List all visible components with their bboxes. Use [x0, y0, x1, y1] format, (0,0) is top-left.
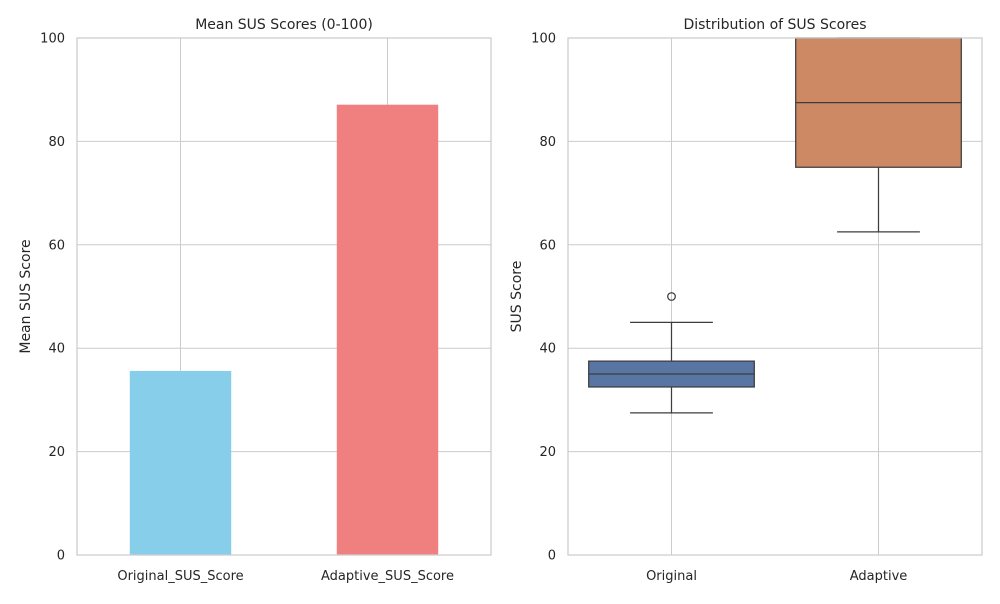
box-plot-boxes [588, 37, 962, 414]
bar-chart-y-ticks: 0 20 40 60 80 100 [40, 32, 65, 564]
bar-chart-x-ticks: Original_SUS_Score Adaptive_SUS_Score [117, 569, 454, 584]
y-tick-label: 60 [539, 238, 556, 253]
y-tick-label: 20 [539, 445, 556, 460]
y-tick-label: 40 [539, 342, 556, 357]
y-tick-label: 0 [57, 549, 65, 564]
box-plot-x-ticks: Original Adaptive [646, 569, 907, 584]
x-tick-label: Original [646, 569, 697, 584]
bar-chart-y-axis-label: Mean SUS Score [18, 239, 34, 353]
x-tick-label: Adaptive_SUS_Score [321, 569, 454, 584]
box-plot-y-ticks: 0 20 40 60 80 100 [531, 32, 556, 564]
y-tick-label: 40 [48, 342, 65, 357]
box-plot-y-axis-label: SUS Score [509, 261, 525, 333]
box-plot-panel: 0 20 40 60 80 100 Original Adaptive Distributi… [509, 17, 983, 584]
y-tick-label: 60 [48, 238, 65, 253]
y-tick-label: 100 [40, 32, 65, 47]
y-tick-label: 80 [48, 135, 65, 150]
y-tick-label: 80 [539, 135, 556, 150]
bar-adaptive_sus_score [336, 104, 439, 556]
box-plot-frame [567, 37, 983, 556]
x-tick-label: Original_SUS_Score [117, 569, 243, 584]
bar-chart-panel: 0 20 40 60 80 100 Original_SUS_Score Adaptive_… [18, 17, 492, 584]
bar-chart-bars [129, 104, 439, 556]
x-tick-label: Adaptive [850, 569, 908, 584]
y-tick-label: 0 [548, 549, 556, 564]
box-outlier-original [667, 292, 676, 301]
bar-original_sus_score [129, 370, 232, 555]
y-tick-label: 20 [48, 445, 65, 460]
bar-chart-title: Mean SUS Scores (0-100) [195, 17, 373, 33]
bar-chart-frame [76, 37, 492, 556]
y-tick-label: 100 [531, 32, 556, 47]
box-plot-title: Distribution of SUS Scores [683, 17, 866, 33]
